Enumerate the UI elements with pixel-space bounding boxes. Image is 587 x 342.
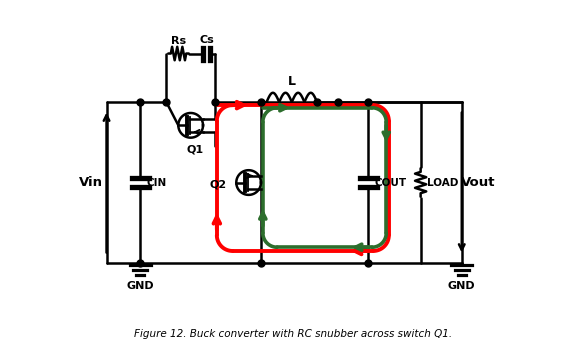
Text: COUT: COUT	[375, 177, 407, 187]
Text: Vout: Vout	[461, 176, 496, 189]
Text: Vin: Vin	[79, 176, 103, 189]
Text: Cs: Cs	[200, 35, 214, 45]
Text: Q1: Q1	[187, 144, 204, 154]
Text: GND: GND	[448, 280, 475, 290]
Text: Rs: Rs	[171, 36, 186, 46]
Text: L: L	[288, 75, 296, 88]
Text: Figure 12. Buck converter with RC snubber across switch Q1.: Figure 12. Buck converter with RC snubbe…	[134, 329, 453, 339]
Text: CIN: CIN	[147, 177, 167, 187]
Text: GND: GND	[126, 280, 154, 290]
Text: Q2: Q2	[209, 180, 226, 189]
Text: LOAD: LOAD	[427, 177, 458, 187]
